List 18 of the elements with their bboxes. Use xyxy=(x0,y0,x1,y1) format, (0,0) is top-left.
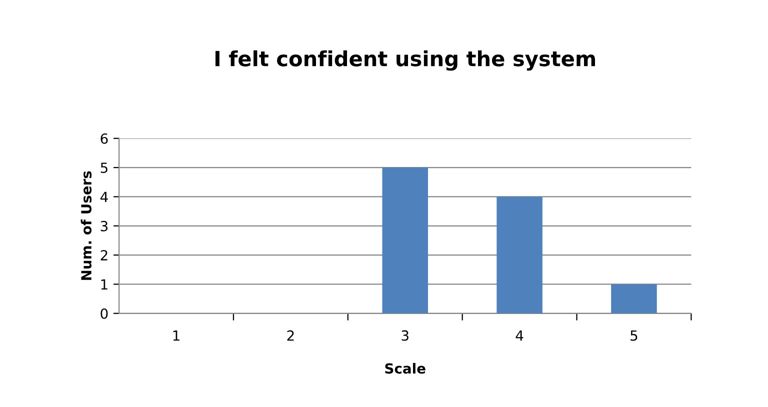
x-tick-label: 1 xyxy=(173,330,180,341)
x-tick-label: 5 xyxy=(630,330,638,341)
x-tick-label: 2 xyxy=(287,330,294,341)
y-axis-title: Num. of Users xyxy=(80,171,92,280)
y-tick-label: 3 xyxy=(100,220,108,232)
y-tick-label: 4 xyxy=(100,192,108,202)
bar xyxy=(611,284,657,314)
bar xyxy=(382,168,428,314)
x-axis-title: Scale xyxy=(385,362,426,374)
x-tick-label: 4 xyxy=(516,330,524,341)
y-tick-label: 1 xyxy=(101,279,108,290)
y-tick-label: 0 xyxy=(100,308,108,319)
y-tick-label: 2 xyxy=(100,250,108,260)
chart-title: I felt confident using the system xyxy=(216,50,596,71)
y-tick-label: 5 xyxy=(100,162,108,174)
bar xyxy=(496,196,542,314)
x-tick-label: 3 xyxy=(402,330,408,341)
y-tick-label: 6 xyxy=(100,133,108,144)
